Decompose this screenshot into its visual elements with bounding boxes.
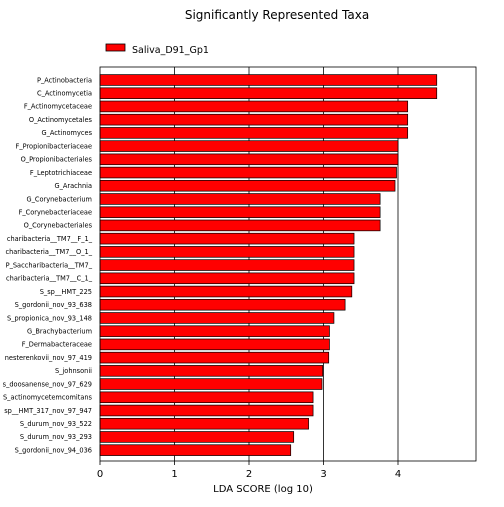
bar: [99, 285, 353, 298]
bar: [99, 325, 330, 337]
legend-swatch: [105, 43, 126, 52]
plot-frame: [99, 66, 477, 462]
category-labels: P_Actinobacteria C_Actinomycetia F_Actinom…: [3, 76, 93, 454]
category-label: S_gordonii_nov_93_638: [15, 301, 92, 309]
category-label: O_Actinomycetales: [29, 116, 93, 124]
category-label: P_Actinobacteria: [37, 76, 92, 84]
category-label: S_durum_nov_93_293: [20, 433, 92, 441]
category-label: F_Propionibacteriaceae: [16, 142, 92, 150]
bar: [99, 417, 309, 430]
bar: [99, 444, 292, 456]
category-label: sp__HMT_317_nov_97_947: [4, 407, 92, 415]
bar: [99, 298, 346, 311]
bar: [99, 312, 335, 324]
x-tick-label: 1: [171, 469, 177, 480]
x-tick-label: 2: [246, 469, 252, 480]
bar: [99, 272, 355, 285]
bar: [99, 365, 324, 377]
bar: [99, 351, 330, 364]
category-label: G_Brachybacterium: [27, 327, 92, 335]
category-label: F_Dermabacteraceae: [22, 341, 92, 349]
bar: [99, 180, 396, 192]
category-label: S_durum_nov_93_522: [20, 420, 92, 428]
bar: [99, 166, 397, 179]
x-tick-label: 4: [395, 469, 401, 480]
bar: [99, 113, 409, 126]
category-label: S_sp__HMT_225: [40, 288, 92, 296]
bar: [99, 431, 295, 443]
category-label: C_Actinomycetia: [37, 90, 92, 98]
bar: [99, 193, 381, 205]
category-label: s_doosanense_nov_97_629: [3, 380, 92, 388]
category-label: S_gordonii_nov_94_036: [15, 446, 92, 454]
x-axis-label: LDA SCORE (log 10): [213, 484, 313, 495]
category-label: O_Propionibacteriales: [21, 156, 93, 164]
x-axis-ticks: 0 1 2 3 4: [97, 461, 401, 480]
bar: [99, 378, 323, 390]
category-label: O_Corynebacteriales: [24, 222, 93, 230]
category-label: S_propionica_nov_93_148: [7, 314, 92, 322]
bar: [99, 206, 381, 218]
legend-label: Saliva_D91_Gp1: [132, 45, 209, 56]
bar: [99, 246, 355, 258]
x-tick-label: 3: [320, 469, 326, 480]
category-label: F_Actinomycetaceae: [24, 103, 92, 111]
category-label: nesterenkovii_nov_97_419: [5, 354, 92, 362]
category-label: charibacteria__TM7__F_1_: [7, 235, 93, 243]
bar: [99, 338, 330, 351]
chart-title: Significantly Represented Taxa: [185, 8, 369, 22]
category-label: G_Actinomyces: [42, 129, 93, 137]
bar: [99, 391, 314, 404]
category-label: P_Saccharibacteria__TM7_: [6, 261, 93, 269]
category-label: F_Corynebacteriaceae: [19, 209, 92, 217]
category-label: charibacteria__TM7__C_1_: [6, 275, 93, 283]
bar: [99, 127, 409, 139]
bar: [99, 404, 314, 417]
bar: [99, 140, 399, 152]
bar: [99, 259, 355, 271]
category-label: S_johnsonii: [55, 367, 92, 375]
category-label: G_Corynebacterium: [26, 195, 92, 203]
bar: [99, 153, 399, 166]
bar: [99, 100, 409, 113]
bars: [99, 74, 438, 456]
x-tick-label: 0: [97, 469, 103, 480]
category-label: S_actinomycetemcomitans: [3, 394, 93, 402]
bar: [99, 87, 438, 99]
bar: [99, 74, 438, 86]
bar: [99, 232, 355, 245]
category-label: charibacteria__TM7__O_1_: [5, 248, 92, 256]
category-label: G_Arachnia: [54, 182, 92, 190]
legend: Saliva_D91_Gp1: [105, 43, 209, 56]
category-label: F_Leptotrichiaceae: [30, 169, 92, 177]
bar: [99, 219, 381, 232]
